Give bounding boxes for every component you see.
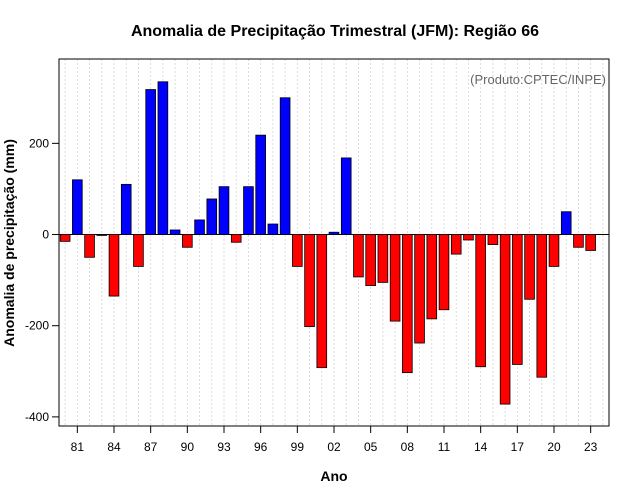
bar-series: [59, 81, 596, 405]
bar-2003: [340, 157, 352, 235]
bar-2002: [328, 231, 340, 235]
bar-2015: [487, 234, 499, 245]
bar-1988: [157, 81, 169, 235]
y-axis: -400 -200 0 200: [25, 136, 59, 424]
bar-1983: [96, 234, 108, 236]
bar-2017: [512, 234, 523, 365]
bar-2019: [536, 234, 548, 378]
bar-2023: [585, 234, 596, 251]
bar-1984: [108, 234, 120, 297]
bar-2005: [365, 234, 376, 286]
bar-2022: [573, 234, 584, 248]
bar-1992: [206, 198, 218, 235]
bar-2011: [438, 234, 450, 311]
x-tick-label: 17: [511, 440, 525, 454]
bar-1987: [145, 89, 156, 235]
bar-1980: [59, 234, 71, 242]
bar-1982: [84, 234, 95, 258]
x-tick-label: 20: [547, 440, 561, 454]
bar-1986: [133, 234, 144, 267]
x-tick-label: 99: [291, 440, 305, 454]
x-tick-label: 90: [181, 440, 195, 454]
bar-1997: [267, 223, 279, 235]
x-tick-label: 08: [401, 440, 415, 454]
bar-2000: [304, 234, 315, 328]
bar-1985: [120, 183, 132, 235]
bar-2021: [560, 211, 572, 235]
x-tick-label: 05: [364, 440, 378, 454]
bar-2004: [353, 234, 364, 278]
bar-1998: [279, 97, 291, 235]
x-tick-label: 23: [584, 440, 598, 454]
bar-2009: [414, 234, 425, 344]
chart-title: Anomalia de Precipitação Trimestral (JFM…: [131, 23, 539, 40]
bar-1991: [194, 219, 205, 235]
bar-1996: [255, 134, 266, 235]
bar-2014: [475, 234, 486, 368]
bar-2008: [402, 234, 413, 374]
x-tick-label: 93: [217, 440, 231, 454]
x-axis-label: Ano: [320, 468, 347, 484]
bar-2012: [450, 234, 462, 255]
bar-1999: [292, 234, 303, 267]
y-tick-label: -400: [25, 410, 49, 424]
bar-2006: [377, 234, 389, 283]
bar-1995: [243, 186, 254, 235]
bar-2007: [389, 234, 401, 322]
x-tick-label: 84: [107, 440, 121, 454]
bar-1993: [218, 186, 230, 235]
x-tick-label: 11: [438, 440, 451, 454]
x-tick-label: 96: [254, 440, 268, 454]
bar-2013: [463, 234, 474, 241]
y-axis-label: Anomalia de precipitação (mm): [1, 139, 17, 347]
bar-2010: [426, 234, 438, 320]
bar-2018: [524, 234, 535, 300]
bar-1981: [72, 179, 83, 235]
x-tick-label: 14: [474, 440, 488, 454]
bar-1989: [169, 229, 181, 235]
x-tick-label: 81: [71, 440, 85, 454]
bar-2001: [316, 234, 328, 369]
bar-2016: [499, 234, 511, 405]
x-tick-label: 02: [327, 440, 341, 454]
y-tick-label: 0: [42, 228, 49, 242]
y-tick-label: -200: [25, 319, 49, 333]
bar-1994: [230, 234, 242, 243]
y-tick-label: 200: [29, 136, 49, 150]
bar-1990: [182, 234, 193, 248]
x-tick-label: 87: [144, 440, 158, 454]
x-axis: 81 84 87 90 93 96 99 02 05 08 11 14 17 20 23: [71, 426, 598, 454]
bar-2020: [548, 234, 560, 267]
credit-text: (Produto:CPTEC/INPE): [470, 72, 606, 87]
